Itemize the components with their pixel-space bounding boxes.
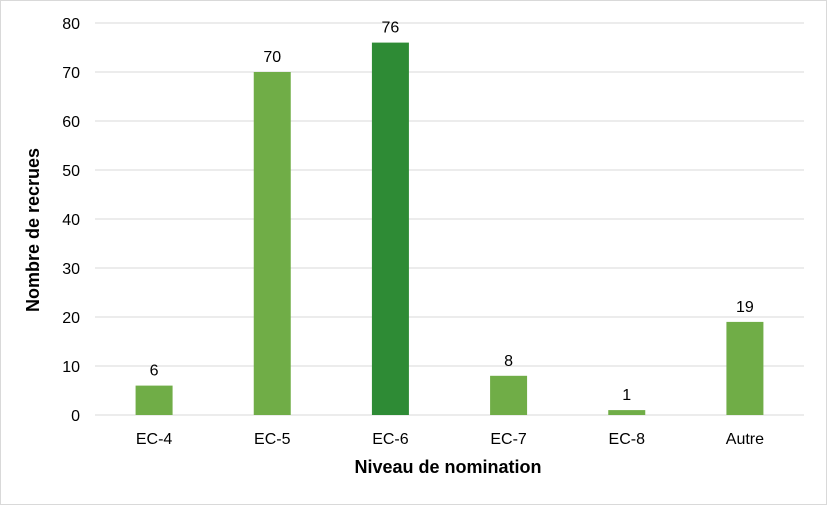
x-tick-label: EC-6 bbox=[372, 431, 409, 448]
data-label-ec-4: 6 bbox=[150, 363, 159, 380]
y-axis-title: Nombre de recrues bbox=[23, 148, 43, 312]
gridlines bbox=[95, 22, 804, 416]
data-label-autre: 19 bbox=[736, 299, 754, 316]
bar-ec-4 bbox=[135, 385, 173, 415]
x-axis-title: Niveau de nomination bbox=[354, 457, 541, 477]
x-tick-label: Autre bbox=[726, 431, 764, 448]
y-tick-label: 70 bbox=[62, 65, 80, 82]
data-label-ec-5: 70 bbox=[263, 49, 281, 66]
bar-autre bbox=[726, 321, 764, 415]
y-axis-tick-labels: 0 10 20 30 40 50 60 70 80 bbox=[62, 16, 80, 425]
x-axis-tick-labels: EC-4 EC-5 EC-6 EC-7 EC-8 Autre bbox=[136, 431, 764, 448]
y-tick-label: 60 bbox=[62, 114, 80, 131]
y-tick-label: 80 bbox=[62, 16, 80, 33]
y-tick-label: 30 bbox=[62, 261, 80, 278]
y-tick-label: 40 bbox=[62, 212, 80, 229]
y-tick-label: 50 bbox=[62, 163, 80, 180]
bar-ec-8 bbox=[608, 410, 646, 415]
x-tick-label: EC-8 bbox=[609, 431, 646, 448]
data-label-ec-8: 1 bbox=[622, 387, 631, 404]
bar-ec-7 bbox=[490, 375, 528, 415]
y-tick-label: 0 bbox=[71, 408, 80, 425]
bar-ec-5 bbox=[253, 72, 291, 415]
x-tick-label: EC-5 bbox=[254, 431, 291, 448]
bars bbox=[135, 42, 764, 415]
data-label-ec-6: 76 bbox=[382, 20, 400, 37]
y-tick-label: 10 bbox=[62, 359, 80, 376]
y-tick-label: 20 bbox=[62, 310, 80, 327]
bar-ec-6 bbox=[371, 42, 409, 415]
data-labels: 6 70 76 8 1 19 bbox=[150, 20, 754, 405]
x-tick-label: EC-7 bbox=[490, 431, 527, 448]
x-tick-label: EC-4 bbox=[136, 431, 173, 448]
data-label-ec-7: 8 bbox=[504, 353, 513, 370]
